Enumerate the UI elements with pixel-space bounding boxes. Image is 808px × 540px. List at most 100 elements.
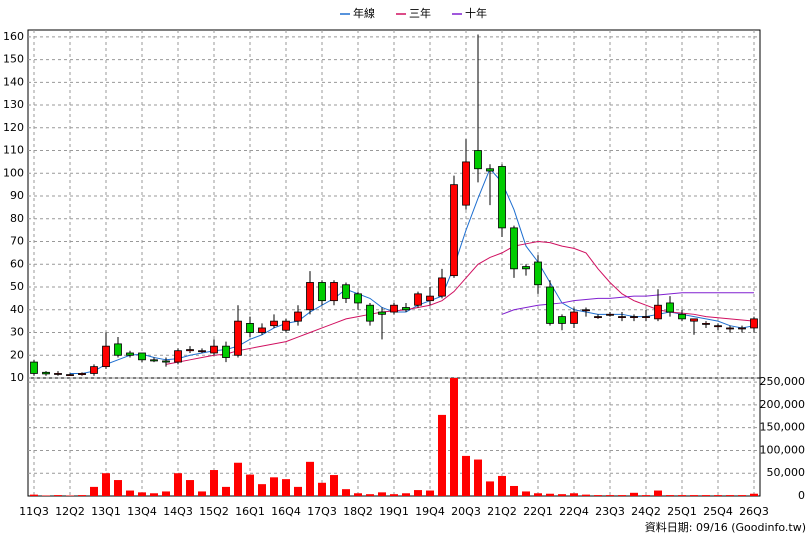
candle-body bbox=[78, 373, 86, 375]
x-tick-label: 16Q1 bbox=[235, 505, 265, 518]
volume-bar bbox=[126, 490, 134, 496]
candle-body bbox=[474, 150, 482, 170]
candle-body bbox=[630, 316, 638, 318]
volume-bar bbox=[606, 495, 614, 496]
volume-bar bbox=[342, 489, 350, 496]
volume-bar bbox=[738, 495, 746, 496]
candle-body bbox=[582, 309, 590, 312]
candle-body bbox=[246, 323, 254, 333]
volume-bar bbox=[678, 495, 686, 496]
candle-body bbox=[138, 352, 146, 361]
y-tick-label: 120 bbox=[3, 121, 24, 134]
volume-bar bbox=[534, 493, 542, 496]
ma-line bbox=[70, 167, 755, 374]
volume-bar bbox=[90, 486, 98, 496]
y2-tick-label: 100,000 bbox=[760, 443, 806, 456]
volume-bar bbox=[102, 473, 110, 496]
volume-bar bbox=[750, 493, 758, 496]
volume-bar bbox=[474, 459, 482, 496]
x-tick-label: 22Q1 bbox=[523, 505, 553, 518]
x-tick-label: 16Q4 bbox=[271, 505, 301, 518]
volume-bar bbox=[414, 490, 422, 496]
candle-body bbox=[522, 266, 530, 270]
candle-body bbox=[414, 293, 422, 306]
volume-bar bbox=[438, 414, 446, 496]
candle-body bbox=[726, 327, 734, 330]
volume-bar bbox=[558, 494, 566, 496]
candle-body bbox=[270, 320, 278, 327]
volume-bar bbox=[582, 494, 590, 496]
volume-bar bbox=[330, 475, 338, 496]
y-tick-label: 150 bbox=[3, 53, 24, 66]
candle-body bbox=[498, 166, 506, 229]
volume-bar bbox=[702, 495, 710, 496]
volume-bar bbox=[294, 486, 302, 496]
source-note: 資料日期: 09/16 (Goodinfo.tw) bbox=[645, 520, 806, 534]
volume-bar bbox=[114, 480, 122, 496]
volume-bar bbox=[150, 493, 158, 496]
y-tick-label: 110 bbox=[3, 144, 24, 157]
volume-bar bbox=[318, 482, 326, 496]
volume-bar bbox=[402, 493, 410, 496]
volume-bar bbox=[618, 495, 626, 496]
candle-body bbox=[102, 345, 110, 368]
volume-bar bbox=[354, 493, 362, 496]
candle-body bbox=[534, 261, 542, 286]
candle-body bbox=[90, 366, 98, 374]
ma-line bbox=[501, 292, 754, 315]
candle-body bbox=[750, 318, 758, 329]
y-tick-label: 30 bbox=[10, 326, 24, 339]
volume-bar bbox=[546, 493, 554, 496]
volume-bar bbox=[642, 495, 650, 496]
volume-bar bbox=[366, 494, 374, 496]
volume-bar bbox=[306, 461, 314, 496]
volume-bar bbox=[162, 491, 170, 496]
y-tick-label: 130 bbox=[3, 98, 24, 111]
y-tick-label: 40 bbox=[10, 303, 24, 316]
y-tick-label: 20 bbox=[10, 348, 24, 361]
volume-bar bbox=[174, 473, 182, 496]
candle-body bbox=[390, 304, 398, 313]
candle-body bbox=[306, 282, 314, 311]
x-tick-label: 26Q3 bbox=[739, 505, 769, 518]
volume-bar bbox=[570, 493, 578, 496]
x-tick-label: 19Q4 bbox=[415, 505, 445, 518]
x-tick-label: 24Q2 bbox=[631, 505, 661, 518]
volume-bar bbox=[378, 492, 386, 496]
volume-bar bbox=[498, 475, 506, 496]
candle-body bbox=[618, 316, 626, 318]
candle-body bbox=[378, 311, 386, 315]
y-tick-label: 80 bbox=[10, 212, 24, 225]
candle-body bbox=[738, 327, 746, 330]
candle-body bbox=[366, 304, 374, 322]
candle-body bbox=[426, 295, 434, 302]
candle-body bbox=[702, 323, 710, 325]
candle-body bbox=[150, 359, 158, 362]
candle-body bbox=[642, 316, 650, 318]
candle-body bbox=[126, 352, 134, 356]
y2-tick-label: 250,000 bbox=[760, 375, 806, 388]
volume-bar bbox=[54, 495, 62, 496]
candle-body bbox=[570, 311, 578, 324]
legend-label: 三年 bbox=[409, 6, 431, 20]
candle-body bbox=[282, 320, 290, 331]
candle-body bbox=[162, 360, 170, 363]
candle-body bbox=[510, 227, 518, 270]
candle-body bbox=[294, 311, 302, 322]
candle-body bbox=[666, 302, 674, 313]
x-tick-label: 18Q2 bbox=[343, 505, 373, 518]
x-tick-label: 17Q3 bbox=[307, 505, 337, 518]
y2-tick-label: 50,000 bbox=[767, 466, 806, 479]
x-tick-label: 12Q2 bbox=[55, 505, 85, 518]
legend-label: 年線 bbox=[353, 6, 375, 20]
candle-body bbox=[342, 284, 350, 299]
legend-label: 十年 bbox=[465, 6, 487, 20]
x-tick-label: 19Q1 bbox=[379, 505, 409, 518]
candle-body bbox=[654, 304, 662, 320]
candle-body bbox=[186, 349, 194, 352]
volume-bar bbox=[186, 480, 194, 496]
x-tick-label: 25Q1 bbox=[667, 505, 697, 518]
x-tick-label: 13Q4 bbox=[127, 505, 157, 518]
candle-body bbox=[354, 293, 362, 304]
candle-body bbox=[558, 316, 566, 324]
